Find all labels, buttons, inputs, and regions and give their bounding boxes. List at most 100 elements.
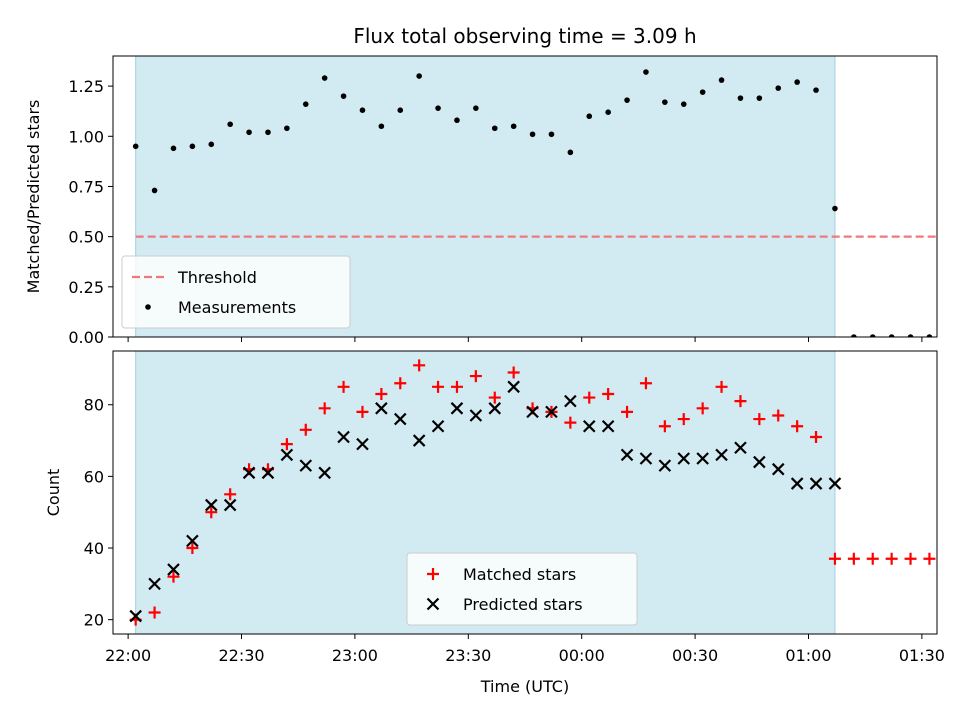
data-point — [265, 129, 271, 136]
data-point — [832, 205, 838, 212]
data-point — [151, 187, 158, 194]
legend: Threshold Measurements — [121, 255, 351, 329]
data-point — [507, 366, 520, 379]
chart-title: Flux total observing time = 3.09 h — [353, 24, 696, 48]
series-predicted-stars — [129, 380, 842, 623]
data-point — [280, 438, 293, 451]
data-point — [356, 437, 369, 451]
legend-label: Matched stars — [463, 565, 576, 584]
data-point — [564, 394, 577, 408]
data-point — [734, 395, 747, 408]
data-point — [378, 123, 385, 130]
data-point — [601, 419, 615, 433]
y-tick-label: 60 — [84, 467, 104, 486]
y-tick-label: 0.50 — [68, 228, 104, 247]
x-tick-label: 01:30 — [899, 646, 945, 665]
data-point — [753, 413, 766, 426]
data-point — [545, 405, 558, 419]
data-point — [223, 498, 237, 512]
data-point — [284, 125, 290, 132]
legend-swatch — [426, 597, 440, 611]
data-point — [813, 87, 819, 93]
data-point — [847, 552, 860, 565]
data-point — [643, 69, 649, 75]
data-point — [564, 416, 577, 429]
data-point — [775, 85, 782, 91]
data-point — [224, 488, 237, 501]
data-point — [923, 552, 936, 565]
data-point — [299, 423, 312, 436]
data-point — [737, 95, 744, 101]
x-tick-label: 00:30 — [672, 646, 718, 665]
data-point — [904, 552, 917, 565]
data-point — [620, 448, 634, 462]
data-point — [431, 419, 445, 433]
data-point — [658, 459, 672, 472]
data-point — [337, 430, 350, 444]
data-point — [340, 93, 347, 99]
data-point — [148, 577, 161, 591]
data-point — [621, 405, 634, 418]
data-point — [469, 370, 482, 383]
legend: Matched stars Predicted stars — [406, 552, 638, 626]
data-point — [435, 105, 441, 111]
data-point — [696, 402, 709, 415]
x-axis-label: Time (UTC) — [480, 677, 569, 696]
data-point — [397, 107, 404, 113]
data-point — [227, 121, 233, 128]
y-tick-label: 20 — [84, 611, 104, 630]
data-point — [718, 77, 725, 83]
data-point — [186, 534, 199, 548]
data-point — [696, 452, 709, 465]
data-point — [450, 380, 463, 393]
data-point — [662, 99, 668, 105]
data-point — [129, 609, 142, 623]
data-point — [756, 95, 763, 101]
data-point — [888, 334, 895, 337]
data-point — [529, 131, 536, 138]
data-point — [186, 542, 199, 555]
y-tick-label: 0.00 — [68, 328, 104, 347]
data-point — [375, 387, 388, 400]
data-point — [677, 413, 690, 426]
legend-swatch — [145, 304, 151, 310]
series-matched-stars — [129, 359, 936, 626]
data-point — [869, 334, 876, 337]
data-point — [771, 462, 785, 476]
x-tick-label: 23:30 — [445, 646, 491, 665]
data-point — [469, 409, 483, 422]
data-point — [715, 380, 728, 393]
data-point — [828, 477, 842, 490]
data-point — [488, 391, 501, 404]
data-point — [416, 73, 422, 79]
data-point — [394, 377, 407, 390]
data-point — [907, 334, 914, 337]
data-point — [302, 101, 309, 107]
data-point — [734, 441, 747, 454]
data-point — [413, 359, 426, 372]
y-axis-label: Matched/Predicted stars — [24, 100, 43, 294]
data-point — [261, 466, 275, 480]
data-point — [375, 402, 388, 415]
data-point — [170, 145, 177, 152]
y-axis-label: Count — [44, 469, 63, 517]
legend-label: Threshold — [177, 268, 257, 287]
data-point — [790, 477, 804, 490]
y-tick-label: 1.00 — [68, 127, 104, 146]
y-tick-label: 80 — [84, 396, 104, 415]
legend-box — [406, 552, 638, 626]
data-point — [586, 113, 593, 120]
data-point — [794, 79, 800, 85]
data-point — [810, 430, 823, 443]
series-measurements — [132, 69, 933, 337]
data-point — [885, 552, 898, 565]
data-point — [318, 402, 331, 415]
data-point — [772, 409, 785, 422]
x-tick-label: 22:30 — [218, 646, 264, 665]
data-point — [488, 402, 502, 415]
data-point — [132, 143, 139, 150]
x-tick-label: 22:00 — [105, 646, 151, 665]
y-tick-label: 0.75 — [68, 177, 104, 196]
data-point — [167, 563, 180, 576]
